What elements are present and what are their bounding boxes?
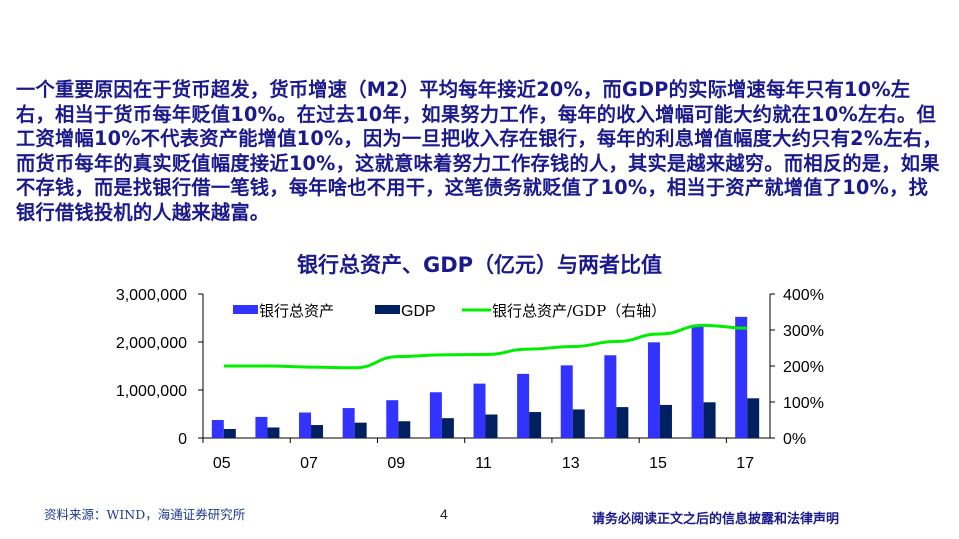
ratio-line-path [223, 323, 748, 370]
right-tick-label: 0% [783, 431, 806, 448]
left-tick-label: 1,000,000 [116, 383, 187, 400]
x-tick-label: 11 [475, 455, 492, 472]
page-number: 4 [440, 506, 448, 522]
gdp-bar [572, 409, 585, 438]
gdp-bar [485, 414, 498, 438]
gdp-bar [398, 421, 411, 438]
x-tick-label: 05 [213, 455, 231, 472]
svg-text:银行总资产/GDP（右轴）: 银行总资产/GDP（右轴） [492, 302, 666, 320]
gdp-bar [354, 422, 367, 438]
x-tick-label: 07 [300, 455, 318, 472]
gdp-bar [223, 429, 236, 438]
chart-bars [211, 316, 760, 438]
gdp-bar [659, 404, 672, 438]
bank-assets-bar [735, 316, 748, 438]
gdp-bar [267, 427, 280, 438]
right-tick-label: 100% [783, 395, 824, 412]
bank-assets-bar [691, 326, 704, 438]
x-tick-label: 09 [387, 455, 405, 472]
gdp-bar [703, 402, 716, 438]
bank-assets-bar [517, 373, 530, 438]
bank-assets-bar [211, 420, 224, 438]
bank-assets-bar [429, 392, 442, 438]
right-tick-label: 400% [783, 287, 824, 304]
x-tick-label: 13 [562, 455, 580, 472]
gdp-bar [529, 412, 542, 438]
x-tick-label: 17 [736, 455, 754, 472]
gdp-bar [616, 407, 629, 438]
svg-text:银行总资产: 银行总资产 [259, 302, 334, 320]
bank-assets-bar [255, 416, 268, 438]
legend-swatch-bank [233, 305, 258, 314]
bank-assets-bar [342, 408, 355, 438]
bank-assets-bar [560, 365, 573, 438]
left-tick-label: 0 [178, 431, 187, 448]
chart-title: 银行总资产、GDP（亿元）与两者比值 [296, 253, 663, 277]
left-tick-label: 3,000,000 [116, 287, 187, 304]
body-paragraph: 一个重要原因在于货币超发，货币增速（M2）平均每年接近20%，而GDP的实际增速… [16, 78, 942, 224]
right-tick-label: 200% [783, 359, 824, 376]
gdp-bar [311, 425, 324, 438]
ratio-line [223, 323, 748, 370]
right-tick-label: 300% [783, 323, 824, 340]
bank-assets-bar [386, 400, 399, 438]
bank-assets-bar [647, 342, 660, 438]
chart-legend: 银行总资产 GDP 银行总资产/GDP（右轴） [233, 302, 666, 320]
legend-swatch-gdp [375, 305, 400, 314]
bank-assets-bar [604, 355, 617, 438]
gdp-bar [441, 418, 454, 438]
x-tick-label: 15 [649, 455, 667, 472]
bank-assets-bar [473, 383, 486, 438]
bank-assets-bar [299, 412, 312, 438]
gdp-bar [747, 398, 760, 438]
chart-axes: 0 1,000,000 2,000,000 3,000,000 0% 100% 200% 30… [116, 287, 824, 472]
svg-text:GDP: GDP [401, 303, 436, 320]
disclaimer-link[interactable]: 请务必阅读正文之后的信息披露和法律声明 [592, 512, 840, 527]
source-note: 资料来源：WIND，海通证券研究所 [44, 507, 246, 522]
left-tick-label: 2,000,000 [116, 335, 187, 352]
